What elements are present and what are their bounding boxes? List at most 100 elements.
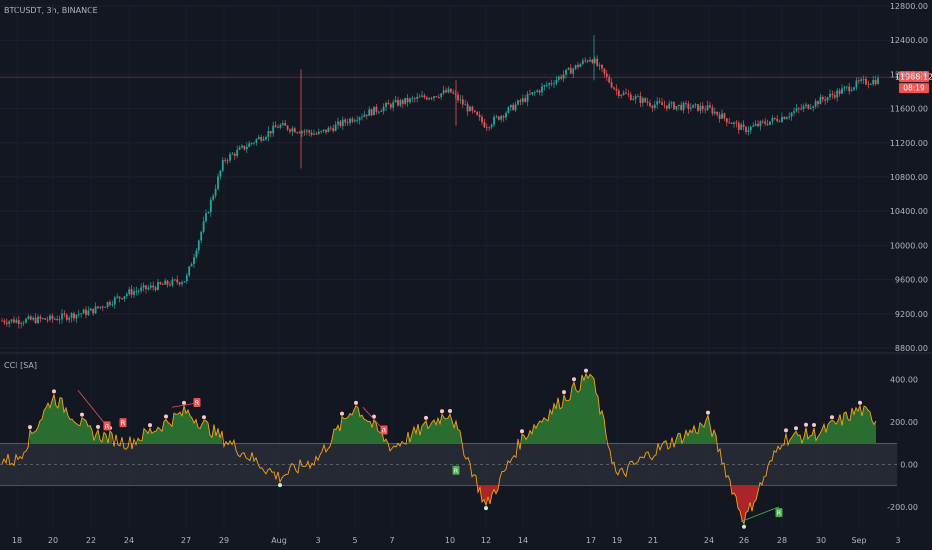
candle-body <box>704 109 707 111</box>
candle-body <box>656 101 659 105</box>
candle-body <box>389 104 392 108</box>
candle-body <box>538 90 541 93</box>
candle-body <box>802 106 805 109</box>
candle-body <box>529 93 531 95</box>
candle-body <box>838 90 841 94</box>
x-tick-label: 28 <box>777 536 787 545</box>
candle-body <box>483 122 486 128</box>
candle-body <box>416 96 419 99</box>
x-tick-label: 21 <box>648 536 658 545</box>
candle-body <box>692 104 695 108</box>
candle-body <box>718 114 721 119</box>
candle-body <box>157 282 159 290</box>
candle-body <box>125 293 128 297</box>
candle-body <box>409 98 411 103</box>
cci-peak-marker <box>340 411 344 416</box>
x-tick-label: Sep <box>851 536 866 545</box>
candle-body <box>579 64 582 68</box>
candle-body <box>545 85 548 86</box>
candle-body <box>788 116 791 118</box>
cci-trough-marker <box>278 483 282 488</box>
candle-body <box>121 298 123 300</box>
cci-line <box>1 372 877 526</box>
candle-body <box>181 282 183 285</box>
candle-body <box>243 145 246 150</box>
cci-oversold-fill <box>732 485 758 524</box>
candle-body <box>217 176 219 189</box>
candle-body <box>735 122 738 124</box>
last-price-tag <box>899 71 929 83</box>
candle-body <box>721 113 723 119</box>
y-tick-label: 11600.00 <box>890 105 928 114</box>
candle-body <box>5 322 8 324</box>
candle-body <box>620 94 623 96</box>
candle-body <box>699 105 702 111</box>
candle-body <box>296 132 299 134</box>
candle-body <box>711 107 714 114</box>
x-tick-label: 20 <box>48 536 58 545</box>
cci-trough-marker <box>742 524 746 529</box>
candle-body <box>793 111 795 113</box>
candle-body <box>413 98 416 100</box>
candle-body <box>111 304 114 306</box>
cci-peak-marker <box>372 414 376 419</box>
candle-body <box>466 104 469 112</box>
candle-body <box>32 317 35 320</box>
divergence-label: R <box>195 399 200 407</box>
candle-body <box>281 123 284 126</box>
candle-body <box>164 280 167 285</box>
candle-body <box>142 285 145 288</box>
candle-body <box>836 90 839 98</box>
x-tick-label: 27 <box>181 536 191 545</box>
cci-y-tick-label: 0.00 <box>900 460 918 469</box>
candle-body <box>581 60 584 65</box>
candle-body <box>833 95 836 98</box>
x-tick-label: 30 <box>816 536 826 545</box>
candle-body <box>781 116 783 122</box>
candle-body <box>401 100 404 104</box>
candle-body <box>320 131 323 132</box>
candle-body <box>58 319 61 321</box>
candle-body <box>334 124 337 131</box>
candle-body <box>649 102 651 107</box>
candle-body <box>658 101 661 103</box>
candlestick-series <box>1 35 879 329</box>
candle-body <box>118 296 121 299</box>
candle-body <box>447 88 450 93</box>
candle-body <box>733 122 735 124</box>
candle-body <box>241 145 243 148</box>
candle-body <box>344 119 347 123</box>
candle-body <box>238 147 241 150</box>
last-price-value: 11968.12 <box>895 73 932 82</box>
candle-body <box>303 131 306 133</box>
candle-body <box>593 58 596 63</box>
cci-peak-marker <box>440 409 444 414</box>
y-axis: 12800.00 12400.00 12000.00 11600.00 11200.00… <box>887 2 928 512</box>
candle-body <box>63 313 66 315</box>
cci-peak-marker <box>202 415 206 420</box>
candle-body <box>622 92 625 95</box>
cci-peak-marker <box>830 415 834 420</box>
candle-body <box>317 131 320 134</box>
candle-body <box>3 320 6 323</box>
candle-body <box>214 188 217 196</box>
candle-body <box>632 99 635 101</box>
cci-series: R R R R R R <box>0 368 897 529</box>
candle-body <box>85 309 87 315</box>
divergence-badge <box>193 398 201 408</box>
x-tick-label: 18 <box>12 536 22 545</box>
candle-body <box>826 97 829 101</box>
candle-body <box>399 100 402 106</box>
candle-body <box>682 102 685 110</box>
x-tick-label: 24 <box>124 536 134 545</box>
candle-body <box>233 153 236 156</box>
candle-body <box>512 104 515 111</box>
candle-body <box>680 104 683 110</box>
candle-body <box>46 319 49 321</box>
cci-peak-marker <box>424 415 428 420</box>
x-tick-label: 26 <box>739 536 749 545</box>
candle-body <box>207 212 210 214</box>
divergence-label: R <box>382 427 387 435</box>
candle-body <box>29 316 32 320</box>
